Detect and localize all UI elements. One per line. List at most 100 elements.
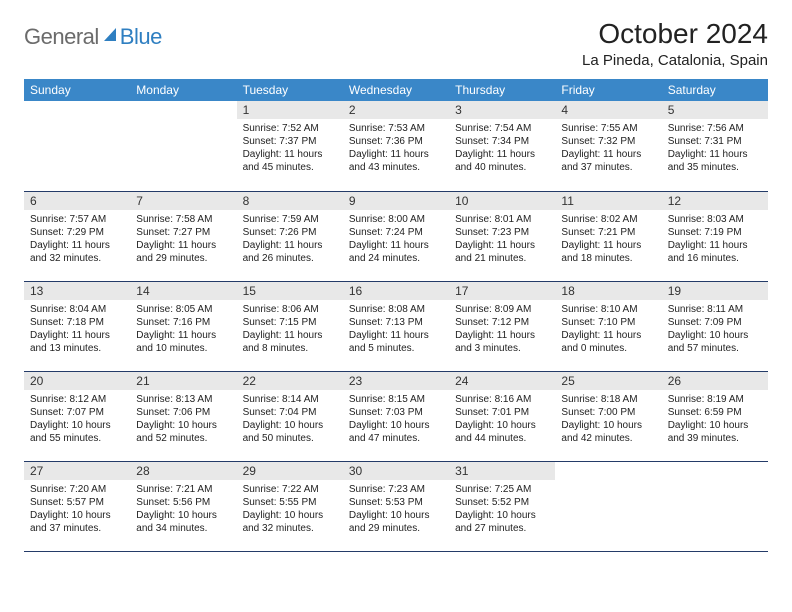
- day-body: Sunrise: 7:52 AMSunset: 7:37 PMDaylight:…: [237, 119, 343, 176]
- day-body: Sunrise: 8:16 AMSunset: 7:01 PMDaylight:…: [449, 390, 555, 447]
- day-number: 8: [237, 192, 343, 210]
- day-day2: and 5 minutes.: [349, 342, 443, 355]
- calendar-day-cell: 8Sunrise: 7:59 AMSunset: 7:26 PMDaylight…: [237, 191, 343, 281]
- day-day2: and 55 minutes.: [30, 432, 124, 445]
- calendar-day-cell: 10Sunrise: 8:01 AMSunset: 7:23 PMDayligh…: [449, 191, 555, 281]
- weekday-header: Monday: [130, 79, 236, 101]
- day-sunrise: Sunrise: 8:19 AM: [668, 393, 762, 406]
- day-body: Sunrise: 7:58 AMSunset: 7:27 PMDaylight:…: [130, 210, 236, 267]
- day-sunrise: Sunrise: 8:09 AM: [455, 303, 549, 316]
- day-body: Sunrise: 7:21 AMSunset: 5:56 PMDaylight:…: [130, 480, 236, 537]
- calendar-day-cell: 30Sunrise: 7:23 AMSunset: 5:53 PMDayligh…: [343, 461, 449, 551]
- day-number: 7: [130, 192, 236, 210]
- day-sunrise: Sunrise: 8:06 AM: [243, 303, 337, 316]
- day-sunrise: Sunrise: 7:57 AM: [30, 213, 124, 226]
- day-day1: Daylight: 10 hours: [30, 419, 124, 432]
- day-day1: Daylight: 10 hours: [668, 419, 762, 432]
- calendar-week-row: 6Sunrise: 7:57 AMSunset: 7:29 PMDaylight…: [24, 191, 768, 281]
- day-day2: and 44 minutes.: [455, 432, 549, 445]
- day-sunset: Sunset: 7:27 PM: [136, 226, 230, 239]
- day-day1: Daylight: 11 hours: [668, 239, 762, 252]
- calendar-week-row: 27Sunrise: 7:20 AMSunset: 5:57 PMDayligh…: [24, 461, 768, 551]
- calendar-day-cell: 17Sunrise: 8:09 AMSunset: 7:12 PMDayligh…: [449, 281, 555, 371]
- day-body: Sunrise: 8:14 AMSunset: 7:04 PMDaylight:…: [237, 390, 343, 447]
- title-block: October 2024 La Pineda, Catalonia, Spain: [582, 18, 768, 69]
- day-day1: Daylight: 11 hours: [561, 329, 655, 342]
- day-day1: Daylight: 10 hours: [30, 509, 124, 522]
- day-day1: Daylight: 10 hours: [455, 509, 549, 522]
- day-day2: and 18 minutes.: [561, 252, 655, 265]
- day-day2: and 21 minutes.: [455, 252, 549, 265]
- day-number: 27: [24, 462, 130, 480]
- day-body: Sunrise: 8:09 AMSunset: 7:12 PMDaylight:…: [449, 300, 555, 357]
- day-day2: and 26 minutes.: [243, 252, 337, 265]
- day-body: Sunrise: 8:13 AMSunset: 7:06 PMDaylight:…: [130, 390, 236, 447]
- day-day2: and 0 minutes.: [561, 342, 655, 355]
- day-sunset: Sunset: 7:06 PM: [136, 406, 230, 419]
- day-day1: Daylight: 11 hours: [243, 239, 337, 252]
- day-sunrise: Sunrise: 8:02 AM: [561, 213, 655, 226]
- calendar-day-cell: 12Sunrise: 8:03 AMSunset: 7:19 PMDayligh…: [662, 191, 768, 281]
- month-title: October 2024: [582, 18, 768, 50]
- day-number: 3: [449, 101, 555, 119]
- day-number: 18: [555, 282, 661, 300]
- day-sunrise: Sunrise: 7:56 AM: [668, 122, 762, 135]
- day-sunset: Sunset: 7:12 PM: [455, 316, 549, 329]
- day-sunset: Sunset: 7:00 PM: [561, 406, 655, 419]
- day-day1: Daylight: 11 hours: [561, 148, 655, 161]
- day-day2: and 42 minutes.: [561, 432, 655, 445]
- day-day2: and 8 minutes.: [243, 342, 337, 355]
- calendar-day-cell: 1Sunrise: 7:52 AMSunset: 7:37 PMDaylight…: [237, 101, 343, 191]
- calendar-week-row: ..1Sunrise: 7:52 AMSunset: 7:37 PMDaylig…: [24, 101, 768, 191]
- header: General Blue October 2024 La Pineda, Cat…: [24, 18, 768, 69]
- day-sunrise: Sunrise: 8:00 AM: [349, 213, 443, 226]
- day-number: 29: [237, 462, 343, 480]
- day-day1: Daylight: 11 hours: [243, 148, 337, 161]
- day-day2: and 39 minutes.: [668, 432, 762, 445]
- calendar-day-cell: 24Sunrise: 8:16 AMSunset: 7:01 PMDayligh…: [449, 371, 555, 461]
- day-day2: and 34 minutes.: [136, 522, 230, 535]
- day-day1: Daylight: 11 hours: [349, 239, 443, 252]
- weekday-header: Sunday: [24, 79, 130, 101]
- day-sunrise: Sunrise: 8:10 AM: [561, 303, 655, 316]
- day-body: Sunrise: 8:00 AMSunset: 7:24 PMDaylight:…: [343, 210, 449, 267]
- day-sunset: Sunset: 7:32 PM: [561, 135, 655, 148]
- day-body: Sunrise: 7:22 AMSunset: 5:55 PMDaylight:…: [237, 480, 343, 537]
- day-sunset: Sunset: 7:15 PM: [243, 316, 337, 329]
- calendar-day-cell: .: [555, 461, 661, 551]
- calendar-day-cell: 25Sunrise: 8:18 AMSunset: 7:00 PMDayligh…: [555, 371, 661, 461]
- day-sunset: Sunset: 7:01 PM: [455, 406, 549, 419]
- day-sunrise: Sunrise: 7:53 AM: [349, 122, 443, 135]
- day-day1: Daylight: 10 hours: [243, 509, 337, 522]
- day-sunrise: Sunrise: 7:23 AM: [349, 483, 443, 496]
- day-sunrise: Sunrise: 8:11 AM: [668, 303, 762, 316]
- day-day1: Daylight: 11 hours: [30, 329, 124, 342]
- day-sunrise: Sunrise: 8:15 AM: [349, 393, 443, 406]
- day-body: Sunrise: 8:15 AMSunset: 7:03 PMDaylight:…: [343, 390, 449, 447]
- day-day1: Daylight: 11 hours: [455, 148, 549, 161]
- day-sunset: Sunset: 7:36 PM: [349, 135, 443, 148]
- day-day2: and 52 minutes.: [136, 432, 230, 445]
- day-sunset: Sunset: 7:07 PM: [30, 406, 124, 419]
- day-sunset: Sunset: 7:03 PM: [349, 406, 443, 419]
- calendar-day-cell: 26Sunrise: 8:19 AMSunset: 6:59 PMDayligh…: [662, 371, 768, 461]
- calendar-day-cell: 2Sunrise: 7:53 AMSunset: 7:36 PMDaylight…: [343, 101, 449, 191]
- day-day2: and 45 minutes.: [243, 161, 337, 174]
- day-sunrise: Sunrise: 7:52 AM: [243, 122, 337, 135]
- calendar-day-cell: 5Sunrise: 7:56 AMSunset: 7:31 PMDaylight…: [662, 101, 768, 191]
- day-day1: Daylight: 11 hours: [136, 239, 230, 252]
- calendar-week-row: 20Sunrise: 8:12 AMSunset: 7:07 PMDayligh…: [24, 371, 768, 461]
- day-sunrise: Sunrise: 7:55 AM: [561, 122, 655, 135]
- day-sunset: Sunset: 5:56 PM: [136, 496, 230, 509]
- day-body: Sunrise: 8:02 AMSunset: 7:21 PMDaylight:…: [555, 210, 661, 267]
- weekday-header: Wednesday: [343, 79, 449, 101]
- day-body: Sunrise: 8:04 AMSunset: 7:18 PMDaylight:…: [24, 300, 130, 357]
- calendar-day-cell: 22Sunrise: 8:14 AMSunset: 7:04 PMDayligh…: [237, 371, 343, 461]
- calendar-day-cell: 11Sunrise: 8:02 AMSunset: 7:21 PMDayligh…: [555, 191, 661, 281]
- day-number: 1: [237, 101, 343, 119]
- day-day2: and 16 minutes.: [668, 252, 762, 265]
- logo-text-blue: Blue: [120, 24, 162, 50]
- day-number: 13: [24, 282, 130, 300]
- logo: General Blue: [24, 24, 162, 50]
- day-sunset: Sunset: 7:16 PM: [136, 316, 230, 329]
